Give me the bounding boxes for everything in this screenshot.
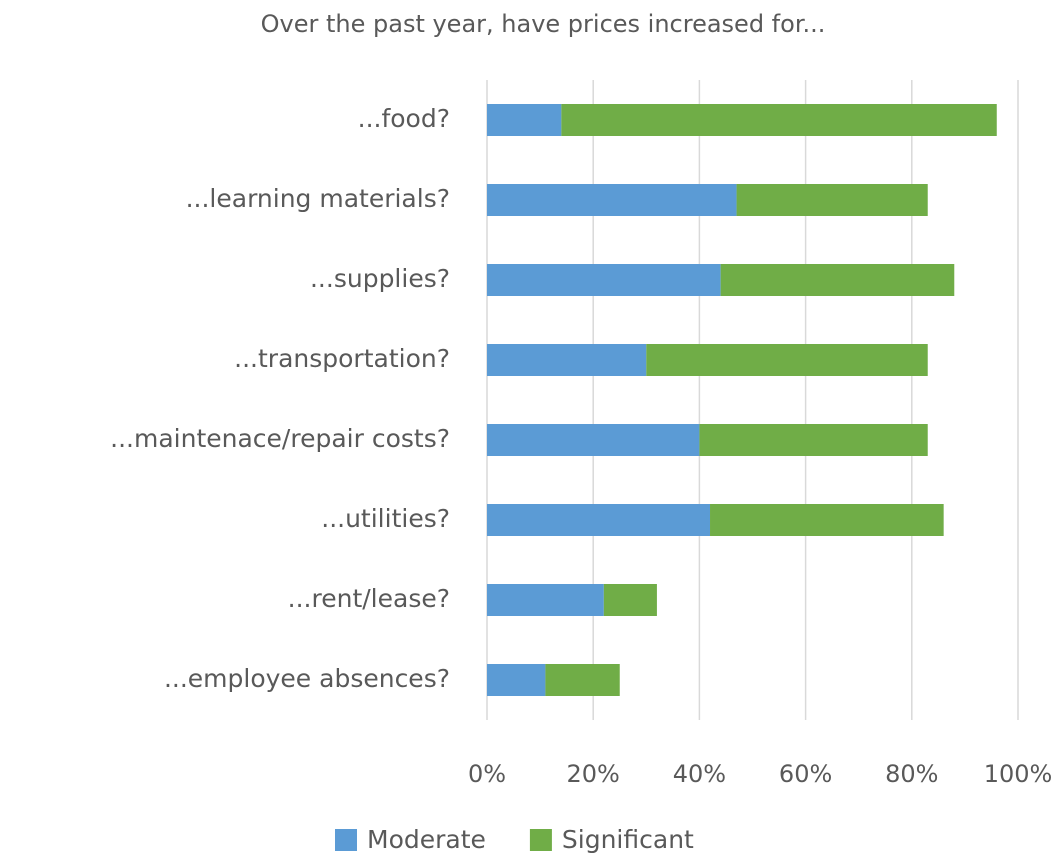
bar: [736, 184, 928, 216]
chart-title: Over the past year, have prices increase…: [261, 10, 826, 38]
y-tick-label: ...food?: [358, 104, 450, 133]
bar: [646, 344, 928, 376]
bar: [487, 664, 546, 696]
x-tick-label: 60%: [779, 760, 832, 788]
y-tick-label: ...utilities?: [321, 504, 450, 533]
bar: [487, 104, 562, 136]
x-tick-label: 20%: [567, 760, 620, 788]
legend-label: Significant: [562, 825, 694, 854]
y-tick-label: ...transportation?: [234, 344, 450, 373]
x-tick-label: 100%: [984, 760, 1053, 788]
y-tick-label: ...learning materials?: [186, 184, 450, 213]
bar: [487, 184, 737, 216]
x-tick-label: 0%: [468, 760, 506, 788]
bar: [720, 264, 955, 296]
bar: [487, 584, 604, 616]
y-tick-label: ...rent/lease?: [288, 584, 450, 613]
legend-swatch: [529, 829, 552, 851]
bar: [487, 424, 700, 456]
bar: [545, 664, 620, 696]
bar: [487, 504, 711, 536]
bar: [603, 584, 657, 616]
y-tick-label: ...maintenace/repair costs?: [110, 424, 450, 453]
x-tick-label: 40%: [673, 760, 726, 788]
bar: [487, 264, 721, 296]
bar: [699, 424, 928, 456]
legend-label: Moderate: [367, 825, 486, 854]
y-tick-label: ...employee absences?: [164, 664, 450, 693]
bar: [487, 344, 647, 376]
y-tick-label: ...supplies?: [310, 264, 450, 293]
bar: [710, 504, 944, 536]
bar: [561, 104, 997, 136]
x-tick-label: 80%: [885, 760, 938, 788]
legend-swatch: [335, 829, 357, 851]
